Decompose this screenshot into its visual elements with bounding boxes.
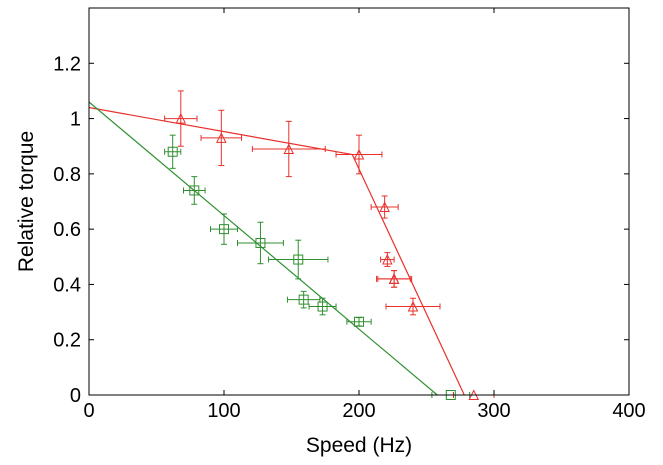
triangle-marker: [382, 253, 393, 265]
square-marker: [189, 185, 200, 196]
x-tick-label: 0: [83, 400, 94, 422]
square-marker: [219, 224, 229, 235]
y-axis-label: Relative torque: [15, 131, 38, 272]
square-marker: [293, 254, 304, 265]
data-point: [380, 252, 395, 267]
plot-marks: [88, 90, 495, 400]
x-axis-ticks: 0 100 200 300 400: [83, 8, 646, 422]
square-marker: [167, 146, 178, 157]
x-axis-label: Speed (Hz): [306, 434, 412, 457]
square-marker: [298, 294, 309, 305]
y-tick-label: 0.4: [53, 274, 81, 296]
y-tick-label: 0.2: [53, 330, 81, 352]
x-tick-label: 400: [612, 400, 645, 422]
data-point: [164, 90, 198, 147]
data-point: [308, 297, 337, 316]
data-point: [370, 195, 399, 219]
y-tick-label: 0.8: [53, 164, 81, 186]
x-tick-label: 100: [207, 400, 240, 422]
data-point: [164, 134, 182, 169]
y-axis-ticks: 0 0.2 0.4 0.6 0.8 1 1.2: [53, 53, 629, 407]
data-point: [200, 109, 243, 167]
triangle-marker: [215, 132, 227, 143]
y-tick-label: 1.2: [53, 53, 81, 75]
data-point: [251, 120, 326, 178]
triangle-marker: [407, 300, 419, 312]
data-point: [377, 270, 411, 288]
series-triangle: [88, 90, 495, 400]
data-point: [268, 239, 329, 280]
data-point: [385, 297, 441, 316]
x-tick-label: 300: [477, 400, 510, 422]
x-tick-label: 200: [342, 400, 375, 422]
triangle-marker: [283, 143, 295, 154]
data-point: [210, 213, 238, 245]
fit-line: [88, 101, 438, 396]
triangle-marker: [379, 201, 390, 213]
triangle-marker: [175, 112, 187, 124]
y-tick-label: 1: [70, 109, 81, 131]
square-marker: [317, 301, 328, 312]
triangle-marker: [353, 148, 365, 160]
data-point: [346, 316, 372, 327]
y-tick-label: 0: [70, 385, 81, 407]
data-point: [335, 134, 383, 175]
square-marker: [255, 237, 266, 248]
data-point: [237, 221, 284, 265]
data-point: [183, 176, 206, 205]
square-marker: [354, 316, 364, 327]
triangle-marker: [388, 273, 400, 284]
y-tick-label: 0.6: [53, 219, 81, 241]
data-point: [286, 290, 321, 309]
